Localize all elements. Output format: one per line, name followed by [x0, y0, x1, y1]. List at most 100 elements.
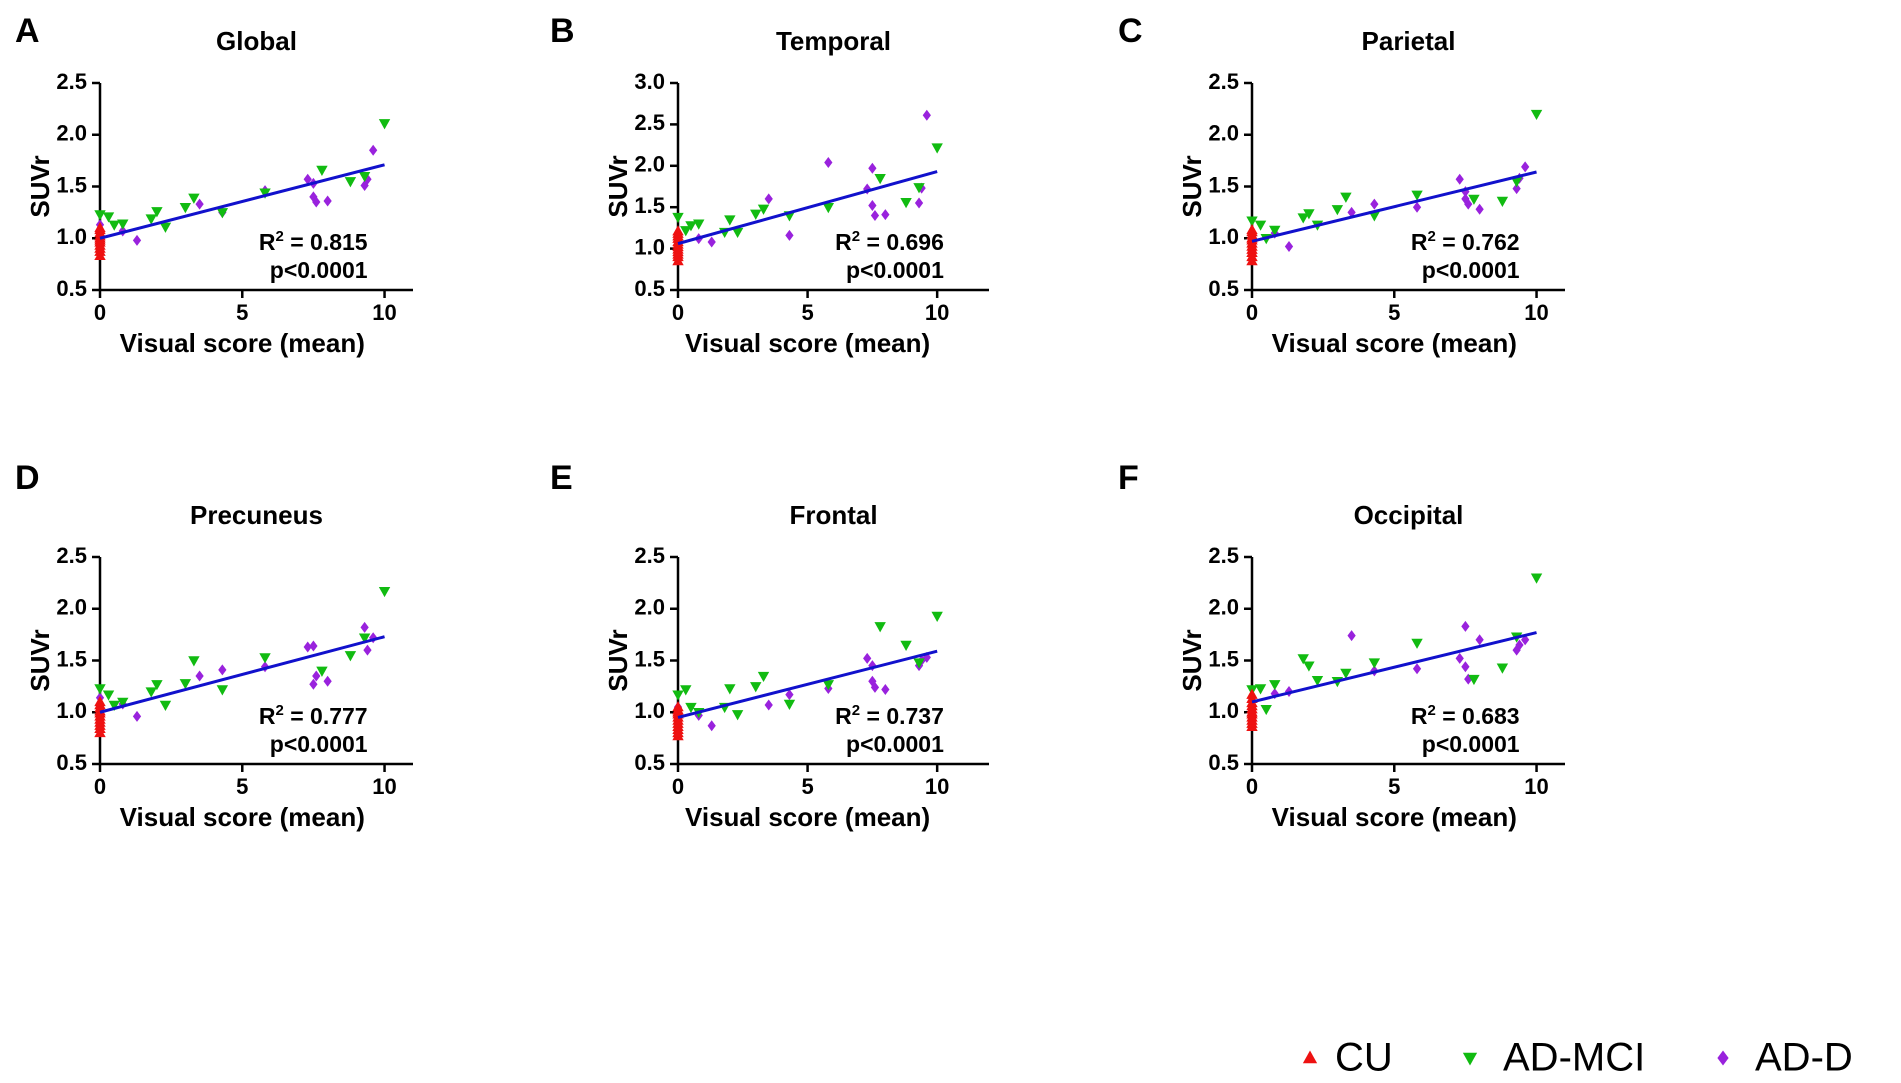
data-point-ad-d — [1475, 203, 1484, 215]
data-point-ad-mci — [1260, 704, 1272, 716]
x-tick-label: 5 — [236, 774, 248, 799]
y-tick-label: 1.0 — [56, 224, 87, 249]
y-axis-label: SUVr — [25, 629, 55, 691]
panel-letter: C — [1118, 12, 1143, 50]
data-point-ad-d — [369, 144, 378, 156]
x-tick-label: 5 — [801, 774, 813, 799]
r-squared-label: R2 = 0.777 — [259, 702, 368, 729]
data-point-ad-mci — [94, 684, 106, 695]
y-tick-label: 0.5 — [1208, 276, 1239, 301]
data-point-ad-mci — [750, 209, 762, 220]
data-point-ad-d — [868, 162, 877, 174]
y-axis-label: SUVr — [603, 155, 633, 217]
x-tick-label: 10 — [372, 300, 396, 325]
panel-e: E Frontal 0.5 1.0 1.5 2.0 2.5 0 5 10 Visual score … — [550, 459, 989, 832]
data-point-ad-mci — [1254, 220, 1267, 231]
data-point-ad-mci — [1496, 196, 1509, 207]
data-point-ad-mci — [216, 208, 229, 219]
y-tick-label: 2.5 — [56, 69, 87, 94]
chart-title: Occipital — [1354, 500, 1464, 530]
data-point-ad-d — [1464, 198, 1473, 210]
y-tick-label: 2.0 — [634, 595, 665, 620]
panel-letter: D — [15, 459, 40, 497]
data-point-ad-mci — [1303, 209, 1315, 220]
data-point-ad-d — [1475, 634, 1484, 646]
data-point-ad-d — [303, 641, 312, 653]
panel-b: B Temporal 0.5 1.0 1.5 2.0 2.5 3.0 0 5 10 Visual sc… — [550, 12, 989, 358]
y-tick-label: 2.5 — [634, 110, 665, 135]
y-tick-label: 1.5 — [56, 646, 87, 671]
panel-c: C Parietal 0.5 1.0 1.5 2.0 2.5 0 5 10 Visual score… — [1118, 12, 1565, 358]
data-point-ad-d — [764, 699, 773, 711]
data-point-ad-mci — [145, 687, 157, 698]
data-point-ad-mci — [1269, 680, 1281, 691]
data-point-ad-d — [363, 644, 372, 656]
series-ad-d — [1247, 620, 1530, 708]
y-tick-label: 3.0 — [634, 69, 665, 94]
data-point-ad-mci — [750, 682, 762, 693]
data-point-ad-mci — [931, 143, 943, 154]
y-tick-label: 1.5 — [56, 172, 87, 197]
data-point-ad-d — [707, 720, 716, 732]
data-point-ad-mci — [117, 219, 129, 230]
data-point-ad-d — [785, 689, 794, 701]
y-tick-label: 1.0 — [634, 698, 665, 723]
data-point-ad-d — [863, 652, 872, 664]
data-point-ad-mci — [724, 215, 736, 226]
data-point-ad-d — [309, 640, 318, 652]
x-axis-label: Visual score (mean) — [120, 328, 365, 358]
x-tick-label: 10 — [372, 774, 396, 799]
legend-marker-ad-mci — [1462, 1052, 1478, 1066]
data-point-ad-d — [1512, 183, 1521, 195]
data-point-ad-mci — [822, 680, 835, 691]
data-point-ad-mci — [378, 586, 391, 598]
data-point-cu — [1246, 688, 1258, 699]
p-value-label: p<0.0001 — [846, 257, 944, 283]
y-axis-label: SUVr — [1177, 155, 1207, 217]
p-value-label: p<0.0001 — [270, 731, 368, 757]
x-tick-label: 10 — [925, 300, 949, 325]
data-point-ad-mci — [874, 622, 886, 633]
legend-item-cu: CU — [1302, 1036, 1393, 1080]
data-point-ad-mci — [216, 685, 229, 696]
y-tick-label: 1.5 — [634, 193, 665, 218]
data-point-ad-d — [1461, 620, 1470, 632]
data-point-ad-d — [195, 198, 204, 210]
series-ad-mci — [672, 143, 943, 239]
data-point-ad-d — [764, 193, 773, 205]
data-point-ad-d — [132, 710, 142, 722]
regression-line — [677, 170, 938, 246]
data-point-ad-mci — [145, 214, 157, 225]
legend-marker-ad-d — [1717, 1050, 1729, 1066]
data-point-ad-mci — [931, 611, 943, 622]
data-point-ad-d — [1515, 639, 1524, 651]
y-tick-label: 2.0 — [1208, 595, 1239, 620]
data-point-ad-mci — [1331, 205, 1344, 216]
data-point-cu — [1246, 223, 1258, 235]
panel-d: D Precuneus 0.5 1.0 1.5 2.0 2.5 0 5 10 Visual scor… — [15, 459, 413, 832]
panel-f: F Occipital 0.5 1.0 1.5 2.0 2.5 0 5 10 Visual scor… — [1118, 459, 1565, 832]
data-point-ad-mci — [724, 684, 736, 695]
series-cu — [94, 695, 106, 738]
data-point-ad-mci — [1340, 668, 1352, 679]
chart-title: Frontal — [789, 500, 877, 530]
data-point-ad-d — [1347, 630, 1356, 642]
x-tick-label: 5 — [801, 300, 813, 325]
data-point-ad-d — [132, 234, 142, 246]
data-point-ad-mci — [783, 699, 796, 710]
data-point-ad-mci — [913, 658, 925, 669]
series-cu — [672, 225, 684, 266]
data-point-ad-mci — [1530, 109, 1543, 121]
x-tick-label: 10 — [1524, 774, 1548, 799]
data-point-ad-d — [1461, 661, 1470, 673]
data-point-ad-mci — [1368, 211, 1381, 222]
x-axis-label: Visual score (mean) — [1272, 328, 1517, 358]
data-point-ad-mci — [378, 119, 391, 130]
data-point-ad-mci — [1297, 654, 1309, 665]
legend-item-ad-mci: AD-MCI — [1462, 1036, 1645, 1080]
x-axis-label: Visual score (mean) — [685, 328, 930, 358]
y-tick-label: 0.5 — [56, 276, 87, 301]
panel-a: A Global 0.5 1.0 1.5 2.0 2.5 0 5 10 Visual score (… — [15, 12, 413, 358]
series-ad-mci — [1246, 109, 1543, 245]
legend-marker-cu — [1302, 1050, 1318, 1064]
